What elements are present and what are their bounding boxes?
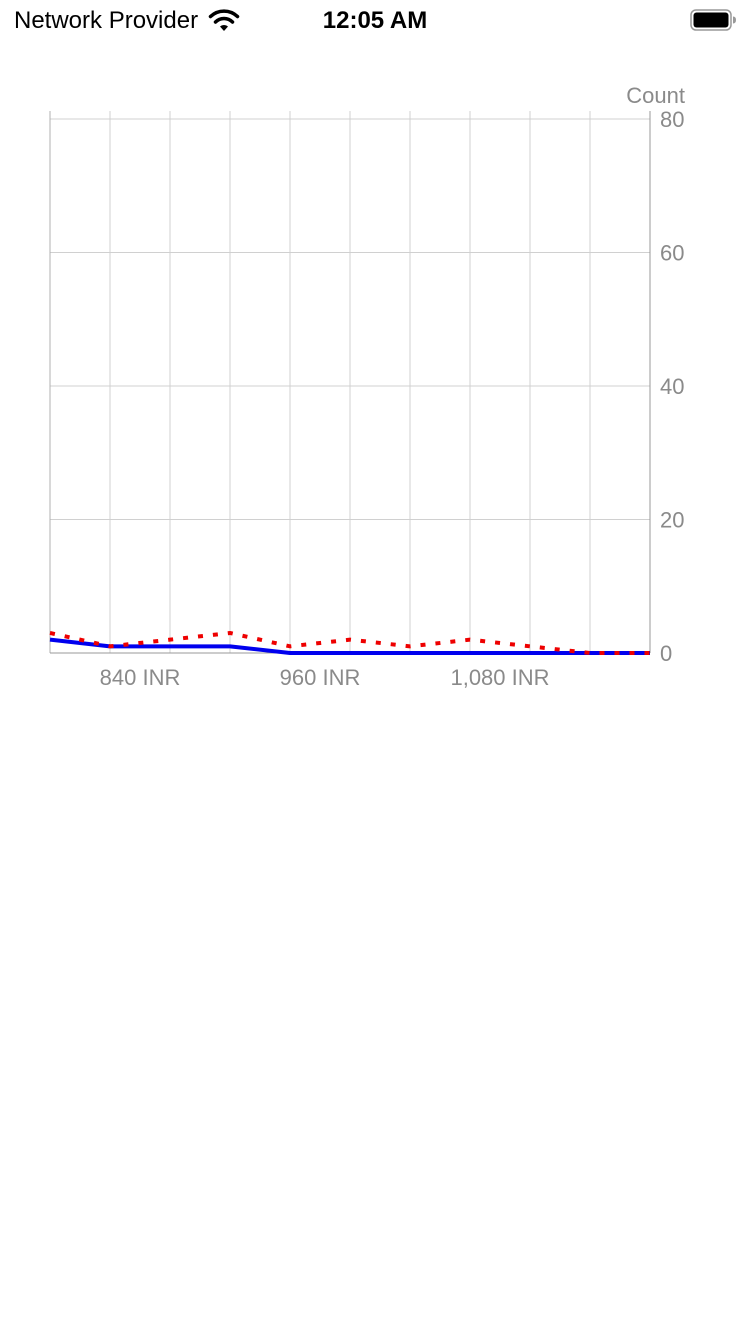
carrier-group: Network Provider xyxy=(14,7,240,35)
y-axis-label: Count xyxy=(626,83,685,108)
carrier-label: Network Provider xyxy=(14,7,199,34)
line-chart: 0 20 40 60 80 Count 840 INR 960 INR 1,080 INR xyxy=(0,80,750,720)
x-tick-label: 1,080 INR xyxy=(450,665,549,690)
y-tick-label: 0 xyxy=(660,641,672,666)
wifi-icon xyxy=(208,9,240,31)
status-time: 12:05 AM xyxy=(322,7,428,34)
x-tick-label: 840 INR xyxy=(100,665,181,690)
status-bar: Network Provider 12:05 AM xyxy=(0,0,750,40)
series-line-solid xyxy=(49,637,650,655)
y-tick-label: 20 xyxy=(660,508,684,533)
y-tick-label: 40 xyxy=(660,374,684,399)
battery-icon xyxy=(690,9,736,31)
y-tick-label: 60 xyxy=(660,241,684,266)
y-tick-label: 80 xyxy=(660,107,684,132)
x-tick-label: 960 INR xyxy=(280,665,361,690)
series-line-dotted xyxy=(49,630,650,655)
